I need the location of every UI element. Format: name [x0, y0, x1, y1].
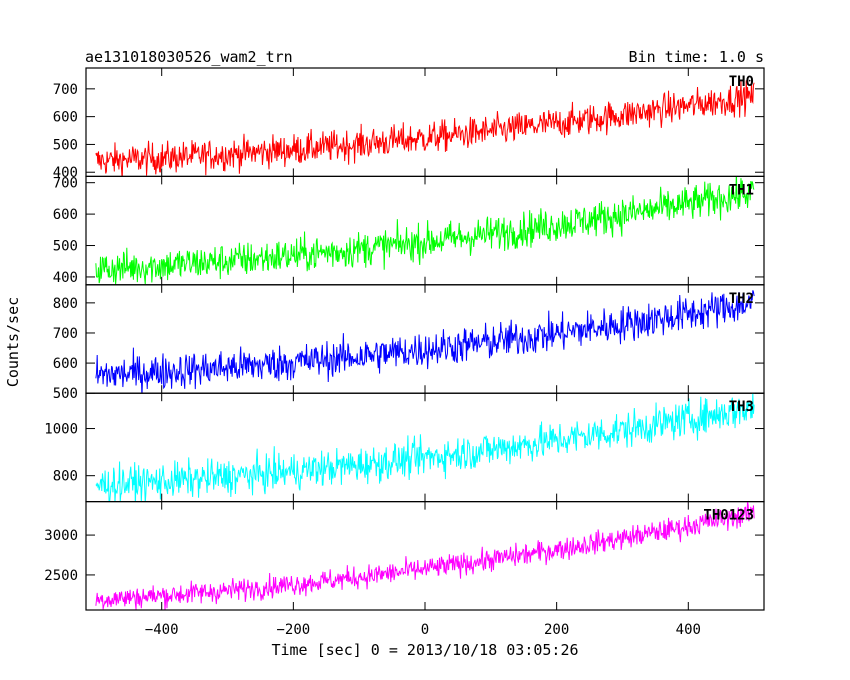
y-tick-label-th1: 600 [53, 207, 78, 223]
x-tick-label: 200 [544, 622, 569, 638]
chart-title: ae131018030526_wam2_trn [85, 48, 293, 66]
panel-label-th1: TH1 [729, 182, 754, 198]
series-line-th2 [95, 290, 755, 394]
bin-time-label: Bin time: 1.0 s [629, 48, 764, 66]
x-tick-label: −400 [145, 622, 179, 638]
panel-label-th0123: TH0123 [703, 508, 754, 524]
y-tick-label-th0123: 3000 [44, 528, 78, 544]
y-tick-label-th3: 800 [53, 469, 78, 485]
panel-label-th0: TH0 [729, 74, 754, 90]
y-axis-label: Counts/sec [4, 297, 22, 387]
panel-frame-th2 [85, 284, 765, 394]
y-tick-label-th1: 500 [53, 239, 78, 255]
y-tick-label-th0: 500 [53, 137, 78, 153]
x-tick-label: −200 [276, 622, 310, 638]
panel-label-th2: TH2 [729, 291, 754, 307]
series-line-th3 [95, 393, 755, 502]
y-tick-label-th2: 700 [53, 326, 78, 342]
y-tick-label-th2: 600 [53, 356, 78, 372]
y-tick-label-th3: 1000 [44, 422, 78, 438]
y-tick-label-th2: 800 [53, 296, 78, 312]
panel-label-th3: TH3 [729, 399, 754, 415]
y-tick-label-th1: 700 [53, 176, 78, 192]
panels-group: 400 500 600 700 TH0 400 500 600 700 TH1 500 600 700 8… [44, 67, 765, 638]
x-tick-label: 400 [676, 622, 701, 638]
series-line-th0 [95, 80, 755, 177]
y-tick-label-th0: 600 [53, 110, 78, 126]
x-tick-label: 0 [421, 622, 429, 638]
series-line-th0123 [95, 501, 755, 611]
y-tick-label-th0: 700 [53, 82, 78, 98]
series-line-th1 [95, 176, 755, 285]
panel-frame-th1 [85, 175, 765, 286]
y-tick-label-th2: 500 [53, 386, 78, 402]
panel-frame-th0123 [85, 501, 765, 611]
y-tick-label-th0123: 2500 [44, 568, 78, 584]
y-tick-label-th0: 400 [53, 165, 78, 181]
y-tick-label-th1: 400 [53, 270, 78, 286]
x-axis-label: Time [sec] 0 = 2013/10/18 03:05:26 [271, 641, 578, 659]
